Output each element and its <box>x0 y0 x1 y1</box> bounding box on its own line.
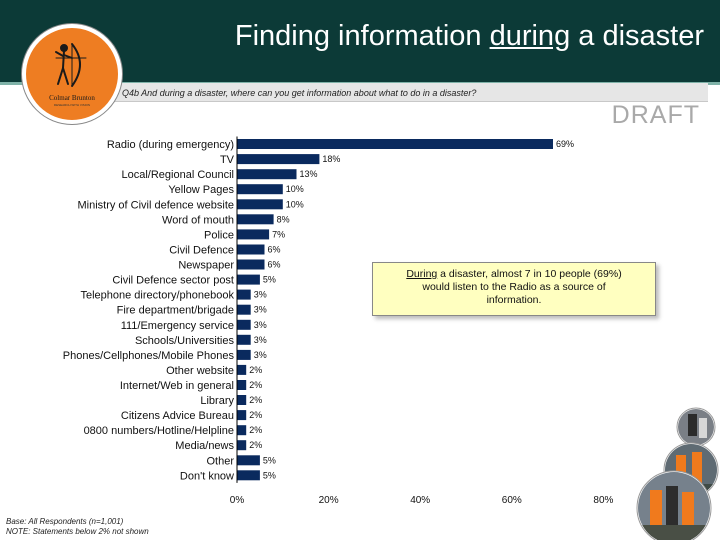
x-tick-label: 0% <box>230 495 245 506</box>
data-label: 10% <box>286 199 304 209</box>
data-label: 8% <box>277 214 290 224</box>
bar <box>237 304 251 315</box>
bar <box>237 334 251 345</box>
logo-name: Colmar Brunton <box>49 94 95 102</box>
bar <box>237 289 251 300</box>
base-footnote: Base: All Respondents (n=1,001) <box>6 517 124 526</box>
category-label: Don't know <box>180 470 234 482</box>
callout-box: During a disaster, almost 7 in 10 people… <box>372 262 656 316</box>
data-label: 69% <box>556 139 574 149</box>
bar <box>237 244 265 255</box>
data-label: 7% <box>272 229 285 239</box>
category-label: Newspaper <box>178 260 234 272</box>
bar <box>237 154 320 165</box>
category-label: Schools/Universities <box>135 335 235 347</box>
data-label: 3% <box>254 320 267 330</box>
bar <box>237 395 247 405</box>
draft-watermark: DRAFT <box>611 101 700 129</box>
bar <box>237 229 270 240</box>
category-label: Telephone directory/phonebook <box>80 290 234 302</box>
callout-line2: would listen to the Radio as a source of <box>422 281 606 293</box>
data-label: 2% <box>249 380 262 390</box>
category-label: Yellow Pages <box>168 184 234 196</box>
category-label: Library <box>200 395 234 407</box>
x-tick-label: 60% <box>502 495 522 506</box>
data-label: 6% <box>268 260 281 270</box>
bar <box>237 199 283 210</box>
bar <box>237 259 265 270</box>
category-label: Civil Defence <box>169 245 234 257</box>
category-label: Other <box>206 455 234 467</box>
category-label: Local/Regional Council <box>121 169 234 181</box>
archer-icon <box>55 43 87 87</box>
bar <box>237 319 251 330</box>
category-label: Word of mouth <box>162 214 234 226</box>
data-label: 10% <box>286 184 304 194</box>
category-label: Citizens Advice Bureau <box>121 410 234 422</box>
logo-tagline: RESEARCH WITH VISION <box>53 103 91 107</box>
data-label: 2% <box>249 365 262 375</box>
data-label: 2% <box>249 395 262 405</box>
bar <box>237 410 247 421</box>
bar <box>237 470 260 481</box>
photo-rescue-large <box>636 470 712 540</box>
bar <box>237 440 247 451</box>
category-label: 0800 numbers/Hotline/Helpline <box>84 425 234 437</box>
category-label: Civil Defence sector post <box>112 275 234 287</box>
category-label: Other website <box>166 365 234 377</box>
bar <box>237 349 251 360</box>
data-label: 3% <box>254 335 267 345</box>
category-label: Ministry of Civil defence website <box>77 199 234 211</box>
survey-question: Q4b And during a disaster, where can you… <box>122 88 477 98</box>
data-label: 3% <box>254 305 267 315</box>
bar <box>237 425 247 436</box>
callout-line3: information. <box>486 294 542 306</box>
x-tick-label: 40% <box>410 495 430 506</box>
data-label: 3% <box>254 350 267 360</box>
data-label: 13% <box>300 169 318 179</box>
category-label: Media/news <box>175 440 234 452</box>
callout-line1: During a disaster, almost 7 in 10 people… <box>406 268 622 280</box>
category-label: Phones/Cellphones/Mobile Phones <box>63 350 235 362</box>
data-label: 3% <box>254 290 267 300</box>
bar <box>237 455 260 466</box>
note-footnote: NOTE: Statements below 2% not shown <box>6 527 149 536</box>
category-label: 111/Emergency service <box>121 320 234 332</box>
company-logo: Colmar Brunton RESEARCH WITH VISION <box>22 24 122 124</box>
data-label: 5% <box>263 470 276 480</box>
category-label: Radio (during emergency) <box>107 139 234 151</box>
question-bar <box>100 83 708 102</box>
bar <box>237 364 247 375</box>
bar <box>237 214 274 225</box>
x-tick-label: 80% <box>593 495 613 506</box>
page-title: Finding information during a disaster <box>234 20 704 52</box>
bar <box>237 139 553 149</box>
photo-rescue-small <box>676 407 716 447</box>
bar <box>237 274 260 285</box>
data-label: 18% <box>322 154 340 164</box>
data-label: 6% <box>268 245 281 255</box>
bar <box>237 184 283 195</box>
bar <box>237 169 297 180</box>
data-label: 2% <box>249 410 262 420</box>
category-label: Fire department/brigade <box>117 305 234 317</box>
category-label: Police <box>204 229 234 241</box>
bar <box>237 380 247 390</box>
data-label: 2% <box>249 425 262 435</box>
data-label: 5% <box>263 275 276 285</box>
x-tick-label: 20% <box>319 495 339 506</box>
data-label: 5% <box>263 455 276 465</box>
category-label: TV <box>220 154 235 166</box>
data-label: 2% <box>249 440 262 450</box>
category-label: Internet/Web in general <box>120 380 234 392</box>
